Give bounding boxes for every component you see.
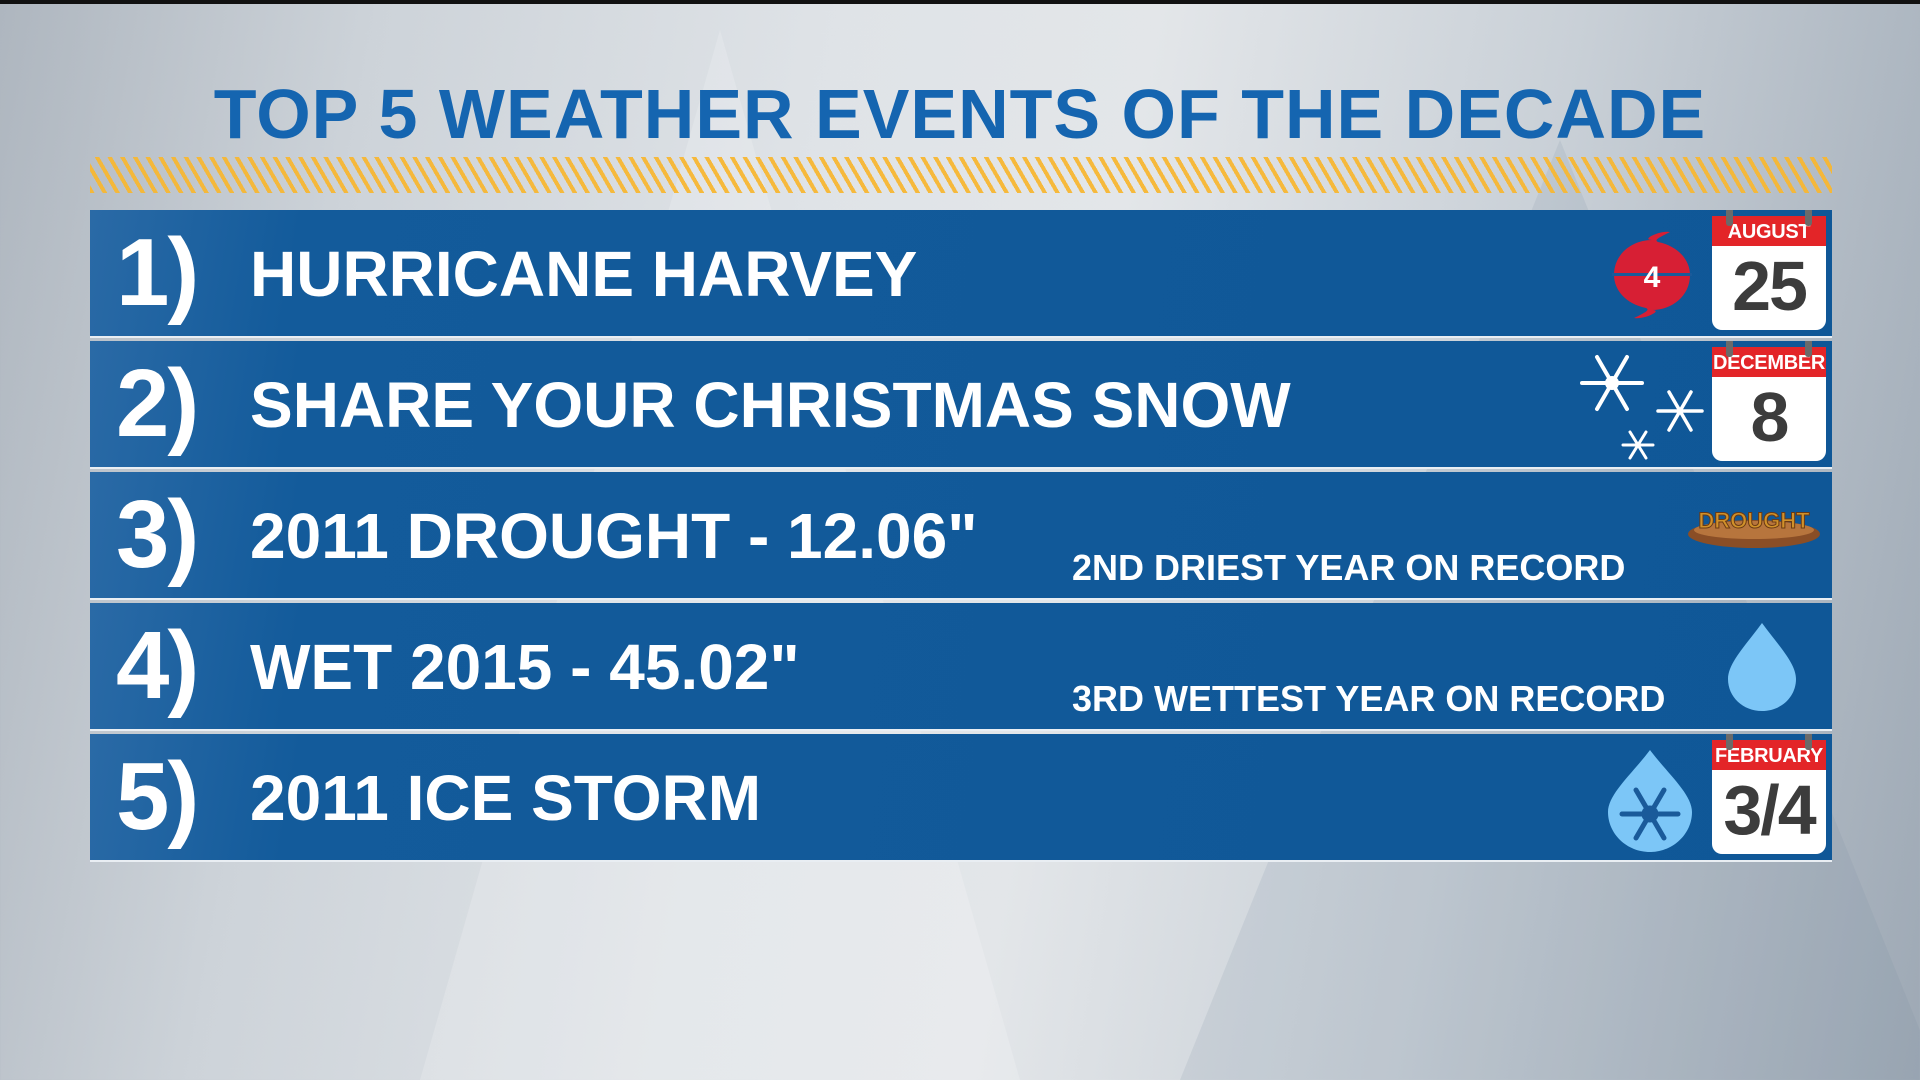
calendar-icon: FEBRUARY 3/4 xyxy=(1712,734,1826,854)
event-row-3: 3) 2011 DROUGHT - 12.06" 2ND DRIEST YEAR… xyxy=(90,472,1832,598)
ice-drop-icon xyxy=(1606,748,1694,854)
event-label: 2011 DROUGHT - 12.06" xyxy=(250,500,978,572)
event-row-2: 2) SHARE YOUR CHRISTMAS SNOW DECEMBER 8 xyxy=(90,341,1832,467)
drought-icon: DROUGHT xyxy=(1686,502,1822,552)
calendar-day: 25 xyxy=(1732,247,1808,325)
event-rank: 4) xyxy=(116,612,199,719)
event-list: 1) HURRICANE HARVEY 4 AUGUST 25 2) SHARE… xyxy=(90,210,1832,865)
snowflakes-icon xyxy=(1576,347,1706,463)
hurricane-icon: 4 xyxy=(1610,230,1694,320)
event-rank: 3) xyxy=(116,481,199,588)
calendar-day: 3/4 xyxy=(1723,771,1816,849)
event-label: SHARE YOUR CHRISTMAS SNOW xyxy=(250,369,1291,441)
title-underline-stripe xyxy=(90,157,1832,193)
event-label: WET 2015 - 45.02" xyxy=(250,631,800,703)
svg-text:4: 4 xyxy=(1644,261,1661,294)
page-title: TOP 5 WEATHER EVENTS OF THE DECADE xyxy=(213,75,1707,153)
calendar-day: 8 xyxy=(1750,378,1790,456)
event-row-5: 5) 2011 ICE STORM FEBRUARY 3/4 xyxy=(90,734,1832,860)
calendar-icon: AUGUST 25 xyxy=(1712,210,1826,330)
event-subtitle: 2ND DRIEST YEAR ON RECORD xyxy=(1072,547,1626,588)
event-label: HURRICANE HARVEY xyxy=(250,238,918,310)
event-rank: 5) xyxy=(116,743,199,850)
event-rank: 2) xyxy=(116,350,199,457)
water-drop-icon xyxy=(1726,621,1798,713)
calendar-icon: DECEMBER 8 xyxy=(1712,341,1826,461)
event-subtitle: 3RD WETTEST YEAR ON RECORD xyxy=(1072,678,1666,719)
top-border xyxy=(0,0,1920,4)
svg-text:DROUGHT: DROUGHT xyxy=(1698,508,1810,533)
event-rank: 1) xyxy=(116,219,199,326)
event-row-1: 1) HURRICANE HARVEY 4 AUGUST 25 xyxy=(90,210,1832,336)
event-label: 2011 ICE STORM xyxy=(250,762,762,834)
event-row-4: 4) WET 2015 - 45.02" 3RD WETTEST YEAR ON… xyxy=(90,603,1832,729)
